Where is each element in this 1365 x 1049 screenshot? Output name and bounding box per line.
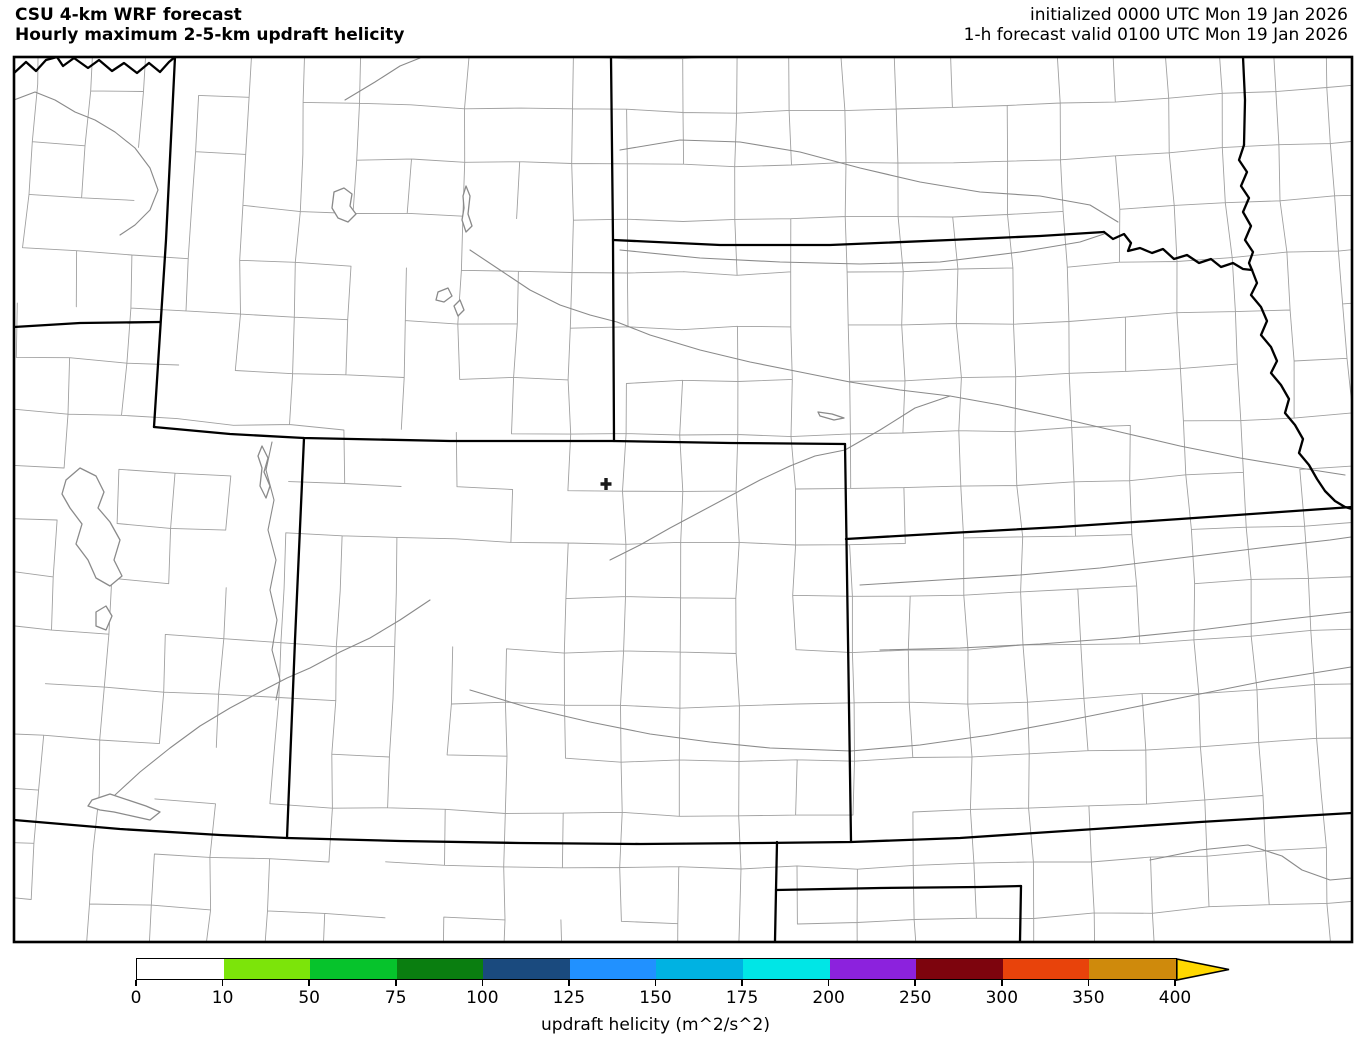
- colorbar-tick: [308, 980, 310, 986]
- colorbar-segment: [569, 959, 657, 979]
- colorbar-segment: [1002, 959, 1090, 979]
- colorbar-tick-label: 175: [725, 988, 759, 1008]
- colorbar-segment: [1089, 959, 1176, 979]
- product-title-line2: Hourly maximum 2-5-km updraft helicity: [15, 25, 405, 45]
- colorbar-tick-label: 100: [466, 988, 499, 1008]
- colorbar-tick-label: 75: [384, 988, 407, 1008]
- colorbar-segment: [310, 959, 397, 979]
- colorbar-tick: [741, 980, 743, 986]
- colorbar-tick: [914, 980, 917, 986]
- colorbar-tick-label: 150: [639, 988, 672, 1008]
- colorbar-tick-label: 0: [130, 988, 142, 1008]
- colorbar-tick: [221, 980, 224, 986]
- valid-time-text: 1-h forecast valid 0100 UTC Mon 19 Jan 2…: [963, 25, 1348, 45]
- colorbar-segment: [829, 959, 917, 979]
- colorbar-segment: [916, 959, 1003, 979]
- colorbar-tick: [394, 980, 397, 986]
- county-boundaries: [14, 57, 1352, 942]
- colorbar-tick-label: 300: [985, 988, 1019, 1008]
- colorbar-tick: [1174, 980, 1176, 986]
- colorbar-tick: [135, 980, 137, 986]
- colorbar-axis-label: updraft helicity (m^2/s^2): [541, 1015, 770, 1035]
- colorbar-segment: [137, 959, 224, 979]
- colorbar-tick-label: 350: [1072, 988, 1105, 1008]
- colorbar-tick: [827, 980, 830, 986]
- colorbar-tick-label: 400: [1158, 988, 1192, 1008]
- rivers: [14, 57, 1352, 881]
- colorbar-tick: [1001, 980, 1003, 986]
- colorbar-segment: [396, 959, 484, 979]
- colorbar: [136, 958, 1177, 980]
- init-time-text: initialized 0000 UTC Mon 19 Jan 2026: [1030, 5, 1348, 25]
- product-title: CSU 4-km WRF forecast Hourly maximum 2-5-…: [15, 5, 405, 45]
- colorbar-tick: [1087, 980, 1090, 986]
- colorbar-segment: [743, 959, 830, 979]
- plus-marker: [600, 478, 612, 490]
- product-title-line1: CSU 4-km WRF forecast: [15, 5, 242, 25]
- lakes: [61, 185, 845, 821]
- timestamp-block: initialized 0000 UTC Mon 19 Jan 2026 1-h …: [964, 5, 1348, 45]
- colorbar-tick-label: 10: [211, 988, 234, 1008]
- colorbar-tick: [568, 980, 570, 986]
- colorbar-segment: [656, 959, 744, 979]
- colorbar-tick-label: 250: [899, 988, 932, 1008]
- colorbar-segment: [223, 959, 311, 979]
- colorbar-tick-label: 50: [298, 988, 320, 1008]
- colorbar-tick: [654, 980, 657, 986]
- map-frame: [12, 55, 1354, 944]
- colorbar-tick: [481, 980, 484, 986]
- colorbar-overflow-arrow: [1176, 957, 1230, 981]
- colorbar-tick-label: 125: [552, 988, 586, 1008]
- colorbar-segment: [483, 959, 570, 979]
- colorbar-tick-label: 200: [812, 988, 845, 1008]
- state-boundaries: [14, 57, 1352, 942]
